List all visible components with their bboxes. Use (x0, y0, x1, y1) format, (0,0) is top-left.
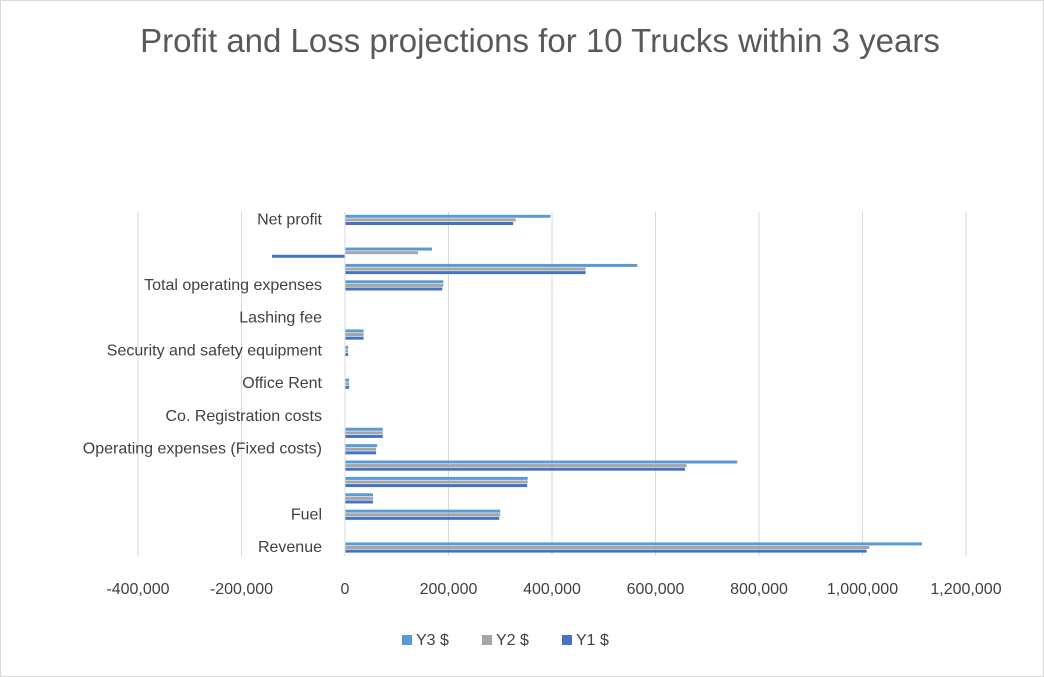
bar (345, 378, 350, 382)
bar (345, 467, 685, 471)
legend-swatch (402, 635, 412, 645)
bar (345, 349, 349, 353)
bar (345, 431, 383, 435)
bar (345, 333, 364, 337)
legend-label: Y3 $ (416, 632, 449, 649)
bar (345, 513, 501, 517)
bar (345, 444, 378, 448)
x-tick-label: 400,000 (523, 581, 581, 598)
x-tick-label: 800,000 (730, 581, 788, 598)
bar (345, 496, 373, 500)
bar (272, 254, 345, 258)
legend-label: Y1 $ (576, 632, 609, 649)
bar (345, 464, 687, 468)
legend-swatch (482, 635, 492, 645)
bar (345, 451, 377, 455)
bar (345, 480, 528, 484)
bar (345, 283, 444, 287)
bar (345, 549, 867, 553)
x-tick-label: 1,000,000 (827, 581, 898, 598)
chart-title: Profit and Loss projections for 10 Truck… (140, 22, 940, 59)
bar (345, 484, 528, 488)
bar (345, 509, 501, 513)
y-tick-label: Operating expenses (Fixed costs) (83, 441, 322, 458)
bar (345, 434, 383, 438)
y-tick-label: Lashing fee (239, 310, 322, 327)
x-tick-label: -200,000 (210, 581, 273, 598)
bar (345, 345, 349, 349)
bar (345, 385, 350, 389)
bar (345, 287, 443, 291)
bar (345, 280, 444, 284)
bar (345, 271, 586, 275)
y-tick-label: Security and safety equipment (107, 342, 323, 359)
x-tick-label: 1,200,000 (930, 581, 1001, 598)
bar (345, 263, 638, 267)
bar (345, 500, 373, 504)
y-tick-label: Total operating expenses (144, 277, 322, 294)
y-tick-label: Office Rent (242, 375, 322, 392)
bar (345, 218, 516, 222)
legend-label: Y2 $ (496, 632, 529, 649)
bar (345, 251, 418, 255)
x-tick-label: 0 (341, 581, 350, 598)
x-tick-label: 600,000 (627, 581, 685, 598)
bar (345, 214, 551, 218)
bar (345, 267, 586, 271)
bar (345, 476, 528, 480)
bar (345, 336, 364, 340)
bar (345, 460, 738, 464)
y-tick-label: Net profit (257, 211, 322, 228)
bar (345, 353, 349, 357)
y-tick-label: Co. Registration costs (165, 408, 322, 425)
bar (345, 329, 364, 333)
y-tick-label: Fuel (291, 506, 322, 523)
bar (345, 427, 383, 431)
bar (345, 382, 350, 386)
bar (345, 221, 514, 225)
bar (345, 516, 500, 520)
y-tick-label: Revenue (258, 539, 322, 556)
bar (345, 546, 870, 550)
bar (345, 247, 432, 251)
x-tick-label: 200,000 (420, 581, 478, 598)
x-tick-label: -400,000 (106, 581, 169, 598)
legend-swatch (562, 635, 572, 645)
bar (345, 493, 373, 497)
bar (345, 447, 377, 451)
bar (345, 542, 923, 546)
